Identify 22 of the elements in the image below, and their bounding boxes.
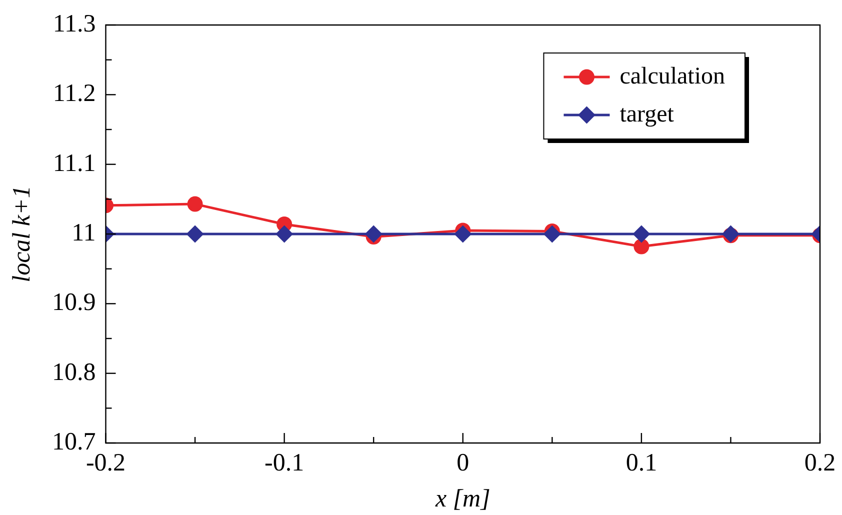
y-tick-label: 11.3 bbox=[52, 10, 96, 38]
y-tick-label: 10.8 bbox=[52, 358, 96, 386]
point bbox=[186, 226, 204, 242]
point bbox=[276, 226, 293, 242]
point bbox=[634, 238, 650, 254]
y-tick-label: 11 bbox=[72, 220, 96, 247]
x-tick-label: 0 bbox=[456, 450, 470, 477]
point bbox=[187, 196, 203, 212]
y-tick-label: 10.9 bbox=[52, 289, 96, 316]
x-tick-label: -0.1 bbox=[264, 450, 304, 477]
point bbox=[454, 226, 472, 242]
point bbox=[544, 226, 560, 242]
point bbox=[633, 226, 650, 242]
y-tick-label: 11.2 bbox=[52, 80, 96, 108]
point bbox=[365, 226, 382, 242]
x-axis-title: x [m] bbox=[434, 486, 490, 513]
legend-label: target bbox=[620, 101, 674, 128]
y-axis-title: local k+1 bbox=[8, 186, 36, 282]
legend-label: calculation bbox=[620, 63, 725, 90]
x-tick-label: 0.1 bbox=[626, 450, 658, 477]
x-tick-label: 0.2 bbox=[804, 450, 836, 477]
y-tick-label: 11.1 bbox=[52, 150, 96, 177]
